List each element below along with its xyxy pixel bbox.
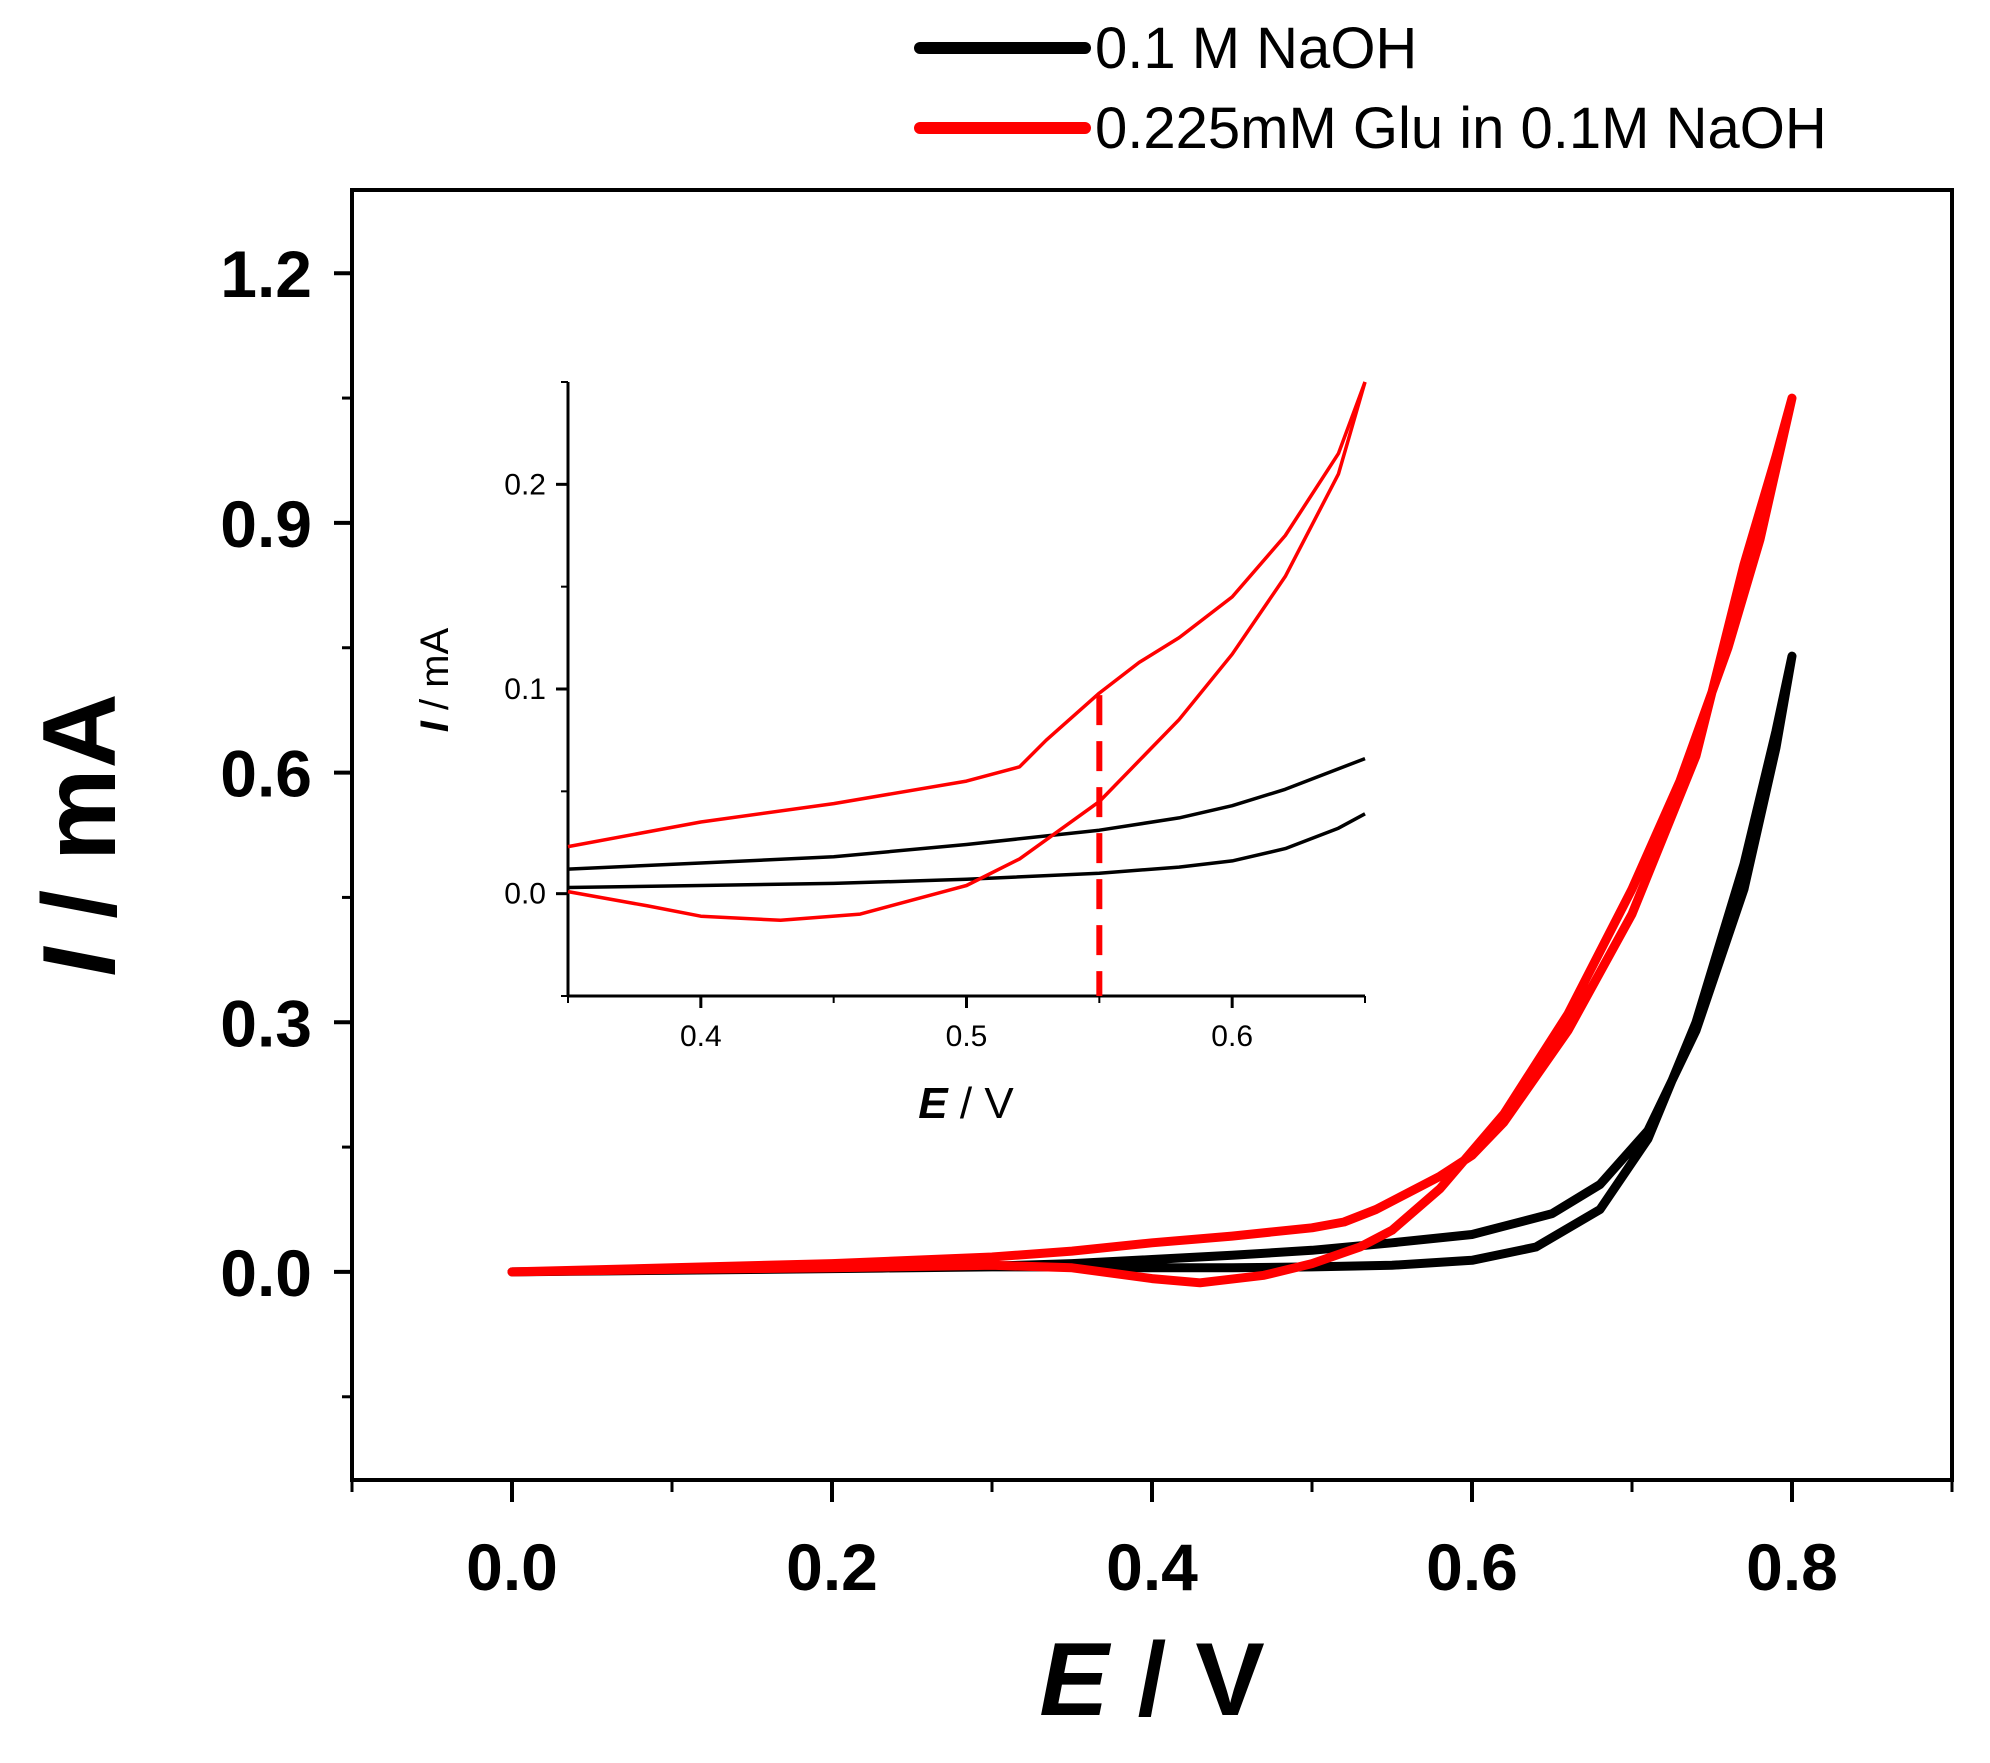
main-x-axis-title: E / V: [1039, 1622, 1264, 1738]
inset-series-line-1: [567, 756, 1366, 871]
main-y-axis-title: I / mA: [22, 693, 138, 976]
main-plot-frame: [350, 188, 1954, 1482]
inset-y-tick-label: 0.1: [504, 673, 546, 706]
inset-series-line-3: [567, 381, 1367, 849]
inset-series-line-0: [567, 812, 1366, 890]
main-series-group: [507, 393, 1797, 1288]
main-x-axis: 0.0 0.2 0.4 0.6 0.8: [350, 1480, 1954, 1604]
inset-y-axis-title: I / mA: [413, 627, 457, 732]
inset-y-tick-label: 0.2: [504, 468, 546, 501]
main-y-tick-label: 0.0: [220, 1236, 312, 1310]
inset-y-axis: 0.0 0.1 0.2: [504, 381, 568, 997]
inset-series-line-2: [567, 381, 1367, 923]
legend-label-glu: 0.225mM Glu in 0.1M NaOH: [1095, 96, 1827, 161]
main-y-tick-label: 0.6: [220, 737, 312, 811]
main-y-axis: 0.0 0.3 0.6 0.9 1.2: [220, 237, 352, 1399]
legend: 0.1 M NaOH 0.225mM Glu in 0.1M NaOH: [914, 16, 1827, 161]
inset-x-tick-label: 0.4: [680, 1020, 722, 1053]
main-x-tick-label: 0.4: [1106, 1530, 1198, 1604]
inset-x-axis-title: E / V: [918, 1079, 1014, 1128]
main-x-tick-label: 0.0: [466, 1530, 558, 1604]
main-y-tick-label: 0.9: [220, 487, 312, 561]
inset-x-axis: 0.4 0.5 0.6: [567, 996, 1366, 1053]
inset-series-group: [567, 381, 1367, 923]
main-x-tick-label: 0.8: [1746, 1530, 1838, 1604]
legend-label-naoh: 0.1 M NaOH: [1095, 16, 1417, 81]
inset-x-tick-label: 0.5: [946, 1020, 988, 1053]
main-series-line-1: [507, 393, 1797, 1288]
main-x-tick-label: 0.2: [786, 1530, 878, 1604]
main-x-tick-label: 0.6: [1426, 1530, 1518, 1604]
main-series-line-0: [507, 651, 1797, 1277]
main-y-tick-label: 1.2: [220, 237, 312, 311]
inset-chart: 0.4 0.5 0.6 0.0 0.1 0.2 E / V I / mA: [413, 381, 1367, 1128]
inset-y-tick-label: 0.0: [504, 878, 546, 911]
main-y-tick-label: 0.3: [220, 986, 312, 1060]
inset-x-tick-label: 0.6: [1211, 1020, 1253, 1053]
